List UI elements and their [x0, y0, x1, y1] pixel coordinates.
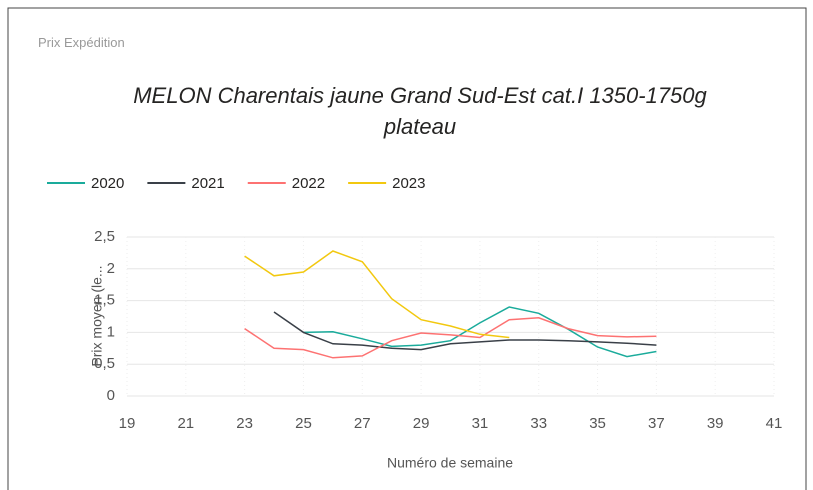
chart-title: MELON Charentais jaune Grand Sud-Est cat… — [133, 83, 707, 139]
x-tick-label: 41 — [766, 415, 783, 432]
x-axis-label: Numéro de semaine — [387, 455, 513, 471]
series-line — [244, 317, 657, 359]
panel-label: Prix Expédition — [38, 35, 125, 50]
y-tick-label: 2 — [107, 260, 115, 277]
y-tick-label: 2,5 — [94, 228, 115, 245]
x-tick-label: 31 — [472, 415, 489, 432]
legend-label: 2023 — [392, 175, 425, 192]
y-axis-label: Prix moyen (le... — [89, 265, 105, 366]
x-tick-label: 19 — [119, 415, 136, 432]
series-line — [273, 311, 657, 351]
legend-label: 2021 — [191, 175, 224, 192]
card-border — [7, 7, 807, 490]
y-tick-label: 1,5 — [94, 292, 115, 309]
x-tick-label: 25 — [295, 415, 312, 432]
x-tick-label: 33 — [530, 415, 547, 432]
x-tick-label: 27 — [354, 415, 371, 432]
x-tick-label: 23 — [236, 415, 253, 432]
series-line — [303, 306, 657, 358]
y-tick-label: 0,5 — [94, 355, 115, 372]
x-tick-label: 35 — [589, 415, 606, 432]
x-tick-label: 39 — [707, 415, 724, 432]
y-tick-label: 0 — [107, 387, 115, 404]
x-tick-label: 21 — [177, 415, 194, 432]
x-tick-label: 29 — [413, 415, 430, 432]
x-tick-label: 37 — [648, 415, 665, 432]
legend-label: 2022 — [292, 175, 325, 192]
series-line — [244, 250, 510, 339]
legend-label: 2020 — [91, 175, 124, 192]
y-tick-label: 1 — [107, 323, 115, 340]
